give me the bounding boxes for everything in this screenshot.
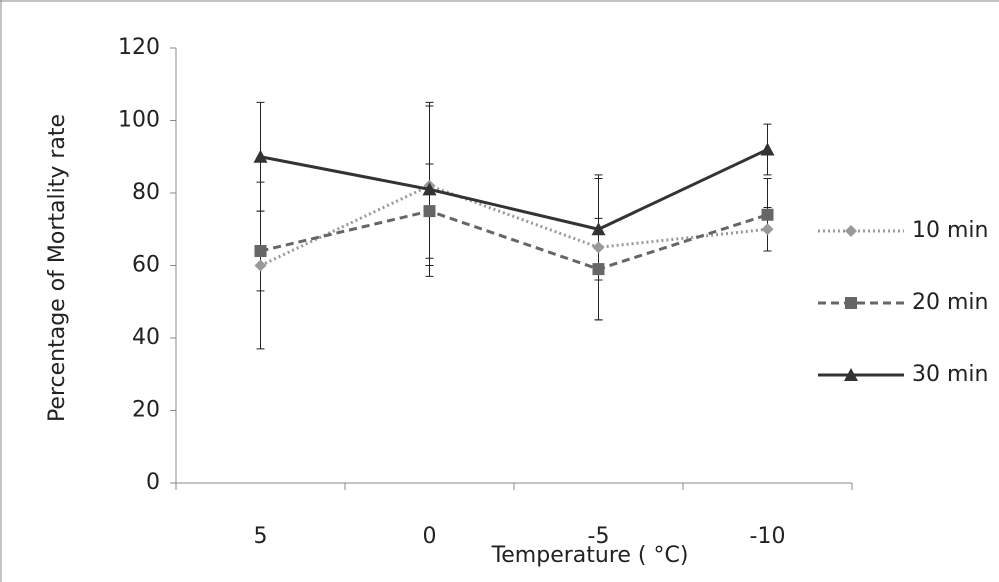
x-tick-label: -5 <box>588 524 610 549</box>
legend-marker <box>845 225 857 237</box>
y-tick-label: 80 <box>132 180 160 205</box>
point <box>591 222 606 236</box>
legend-marker <box>844 368 858 381</box>
series-line <box>260 209 768 271</box>
series-line <box>260 148 769 231</box>
point <box>761 223 774 236</box>
point <box>253 149 268 163</box>
point <box>592 263 605 276</box>
legend-label: 30 min <box>912 362 988 387</box>
point <box>592 241 605 254</box>
point <box>422 182 437 196</box>
y-tick-label: 0 <box>146 470 160 495</box>
x-axis-title: Temperature ( °C) <box>491 543 689 568</box>
x-tick-label: -10 <box>750 524 786 549</box>
point <box>423 205 436 218</box>
point <box>761 208 774 221</box>
legend-label: 10 min <box>912 218 988 243</box>
y-tick-label: 40 <box>132 325 160 350</box>
y-axis-title: Percentage of Mortality rate <box>45 114 70 422</box>
legend-marker <box>845 297 857 309</box>
legend-label: 20 min <box>912 290 988 315</box>
x-tick-label: 0 <box>423 524 437 549</box>
series-line <box>259 184 768 267</box>
y-tick-label: 60 <box>132 253 160 278</box>
y-tick-label: 120 <box>118 35 160 60</box>
point <box>254 259 267 272</box>
point <box>760 142 775 156</box>
x-tick-label: 5 <box>254 524 268 549</box>
point <box>254 245 267 257</box>
y-tick-label: 100 <box>118 108 160 133</box>
y-tick-label: 20 <box>132 398 160 423</box>
